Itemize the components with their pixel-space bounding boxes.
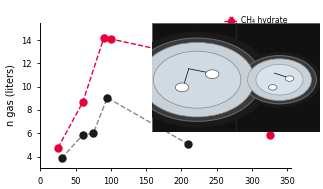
Circle shape bbox=[153, 51, 241, 108]
Circle shape bbox=[124, 32, 271, 128]
Circle shape bbox=[268, 85, 277, 90]
Circle shape bbox=[140, 42, 254, 117]
Circle shape bbox=[237, 52, 322, 107]
Legend: CH₄ hydrate, CO₂ hydrate: CH₄ hydrate, CO₂ hydrate bbox=[223, 15, 289, 37]
Circle shape bbox=[133, 38, 261, 121]
Circle shape bbox=[256, 64, 303, 95]
Circle shape bbox=[175, 83, 189, 92]
Circle shape bbox=[285, 76, 294, 81]
Circle shape bbox=[247, 59, 311, 101]
Y-axis label: n gas (liters): n gas (liters) bbox=[6, 64, 16, 126]
Circle shape bbox=[205, 70, 219, 79]
Circle shape bbox=[243, 56, 317, 104]
